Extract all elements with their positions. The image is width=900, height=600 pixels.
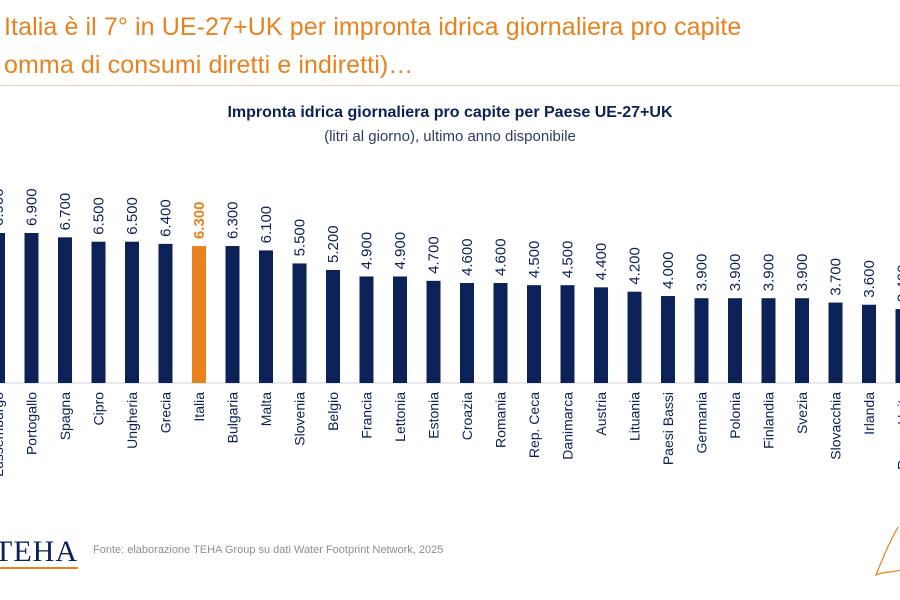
bar-austria — [594, 287, 608, 383]
category-label: Danimarca — [560, 392, 576, 460]
value-label: 3.700 — [828, 258, 845, 296]
value-label: 3.900 — [761, 254, 778, 292]
bar-romania — [493, 283, 508, 383]
category-label: Slovenia — [292, 392, 308, 446]
value-label: 3.900 — [727, 254, 744, 292]
category-label: Germania — [694, 392, 710, 454]
value-label: 3.900 — [794, 254, 811, 292]
category-label: Paesi Bassi — [660, 392, 676, 465]
header-divider — [0, 85, 900, 86]
bar-lussemburgo — [0, 233, 5, 383]
bar-italia — [192, 246, 206, 383]
category-label: Croazia — [459, 392, 475, 440]
headline-line-1: Italia è il 7° in UE-27+UK per impronta … — [4, 13, 742, 41]
bar-slovenia — [292, 263, 307, 383]
value-label: 4.900 — [392, 232, 409, 270]
category-label: Spagna — [57, 392, 73, 440]
headline-line-2: omma di consumi diretti e indiretti)… — [4, 51, 414, 79]
bar-rep-ceca — [527, 285, 541, 383]
bar-portogallo — [24, 233, 39, 383]
value-label: 6.500 — [91, 197, 108, 235]
bar-cipro — [91, 241, 106, 383]
value-label: 6.900 — [0, 188, 7, 226]
category-label: Grecia — [158, 392, 174, 433]
value-label: 3.400 — [895, 265, 900, 303]
bar-estonia — [426, 280, 441, 383]
category-label: Francia — [359, 392, 375, 439]
teha-logo: TEHA — [0, 537, 78, 569]
value-label: 4.400 — [593, 243, 610, 281]
category-label: Ungheria — [124, 392, 140, 449]
category-label: Austria — [593, 392, 609, 436]
value-label: 3.600 — [861, 260, 878, 298]
chart-title: Impronta idrica giornaliera pro capite p… — [227, 104, 673, 121]
bar-slovacchia — [828, 302, 843, 383]
value-label: 6.400 — [158, 199, 175, 237]
category-label: Polonia — [727, 392, 743, 439]
value-label: 3.900 — [694, 254, 711, 292]
category-label: Italia — [191, 392, 207, 422]
category-label: Malta — [258, 392, 274, 426]
bar-grecia — [158, 243, 173, 383]
category-label: Rep. Ceca — [526, 392, 542, 458]
category-label: Portogallo — [24, 392, 40, 455]
value-label: 6.100 — [258, 206, 275, 244]
category-label: Slovacchia — [828, 392, 844, 460]
category-label: Lituania — [627, 392, 643, 441]
decorative-swirl-icon — [874, 526, 900, 577]
value-label: 4.900 — [359, 232, 376, 270]
bar-ungheria — [125, 241, 139, 383]
bar-svezia — [795, 298, 809, 383]
value-label: 6.700 — [57, 193, 74, 231]
category-label: Lussemburgo — [0, 392, 6, 477]
category-label: Estonia — [426, 392, 442, 439]
value-label: 4.600 — [459, 238, 476, 276]
value-label: 5.200 — [325, 225, 342, 263]
category-label: Cipro — [91, 392, 107, 426]
category-label: Svezia — [794, 392, 810, 434]
bar-lettonia — [393, 276, 407, 383]
bar-paesi-bassi — [661, 296, 675, 383]
bar-danimarca — [560, 285, 575, 383]
bar-francia — [359, 276, 374, 383]
bar-belgio — [326, 269, 340, 383]
bar-irlanda — [862, 304, 876, 383]
value-label: 4.700 — [426, 236, 443, 274]
bar-polonia — [728, 298, 742, 383]
value-label: 4.000 — [660, 251, 677, 289]
bar-germania — [694, 298, 709, 383]
bar-finlandia — [761, 298, 776, 383]
value-label: 5.500 — [292, 219, 309, 257]
value-label: 6.900 — [24, 188, 41, 226]
value-label: 6.300 — [191, 201, 208, 239]
chart-subtitle: (litri al giorno), ultimo anno disponibi… — [324, 128, 576, 145]
category-label: Irlanda — [861, 392, 877, 435]
bar-croazia — [460, 283, 474, 383]
category-label: Lettonia — [392, 392, 408, 442]
bar-regno-unito — [895, 309, 900, 383]
category-label: Belgio — [325, 392, 341, 431]
category-label: Romania — [493, 392, 509, 448]
value-label: 6.300 — [225, 201, 242, 239]
category-label: Finlandia — [761, 392, 777, 449]
value-label: 4.500 — [560, 241, 577, 279]
value-label: 6.500 — [124, 197, 141, 235]
source-note: Fonte: elaborazione TEHA Group su dati W… — [93, 544, 444, 556]
bar-spagna — [58, 237, 72, 383]
value-label: 4.500 — [526, 241, 543, 279]
bar-bulgaria — [225, 246, 240, 383]
value-label: 4.600 — [493, 238, 510, 276]
bar-lituania — [627, 291, 642, 383]
value-label: 4.200 — [627, 247, 644, 285]
bar-malta — [259, 250, 273, 383]
category-label: Bulgaria — [225, 392, 241, 444]
category-label: Regno Unito — [895, 392, 900, 470]
